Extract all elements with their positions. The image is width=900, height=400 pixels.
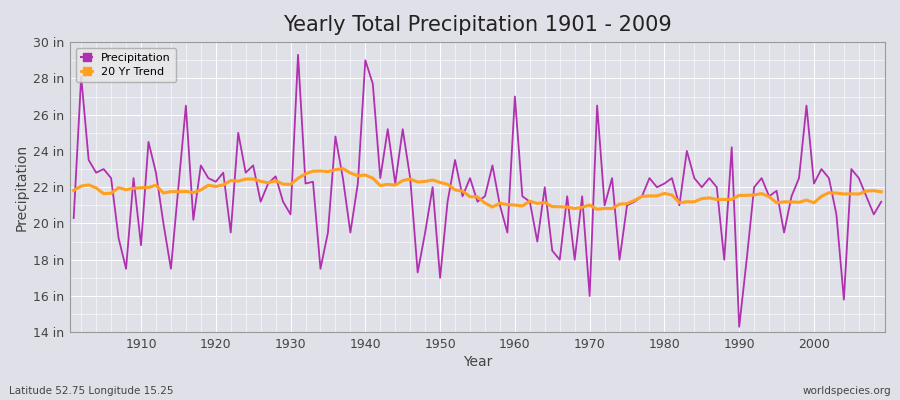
Text: worldspecies.org: worldspecies.org xyxy=(803,386,891,396)
Text: Latitude 52.75 Longitude 15.25: Latitude 52.75 Longitude 15.25 xyxy=(9,386,174,396)
Y-axis label: Precipitation: Precipitation xyxy=(15,144,29,231)
Title: Yearly Total Precipitation 1901 - 2009: Yearly Total Precipitation 1901 - 2009 xyxy=(284,15,672,35)
X-axis label: Year: Year xyxy=(463,355,492,369)
Legend: Precipitation, 20 Yr Trend: Precipitation, 20 Yr Trend xyxy=(76,48,176,82)
